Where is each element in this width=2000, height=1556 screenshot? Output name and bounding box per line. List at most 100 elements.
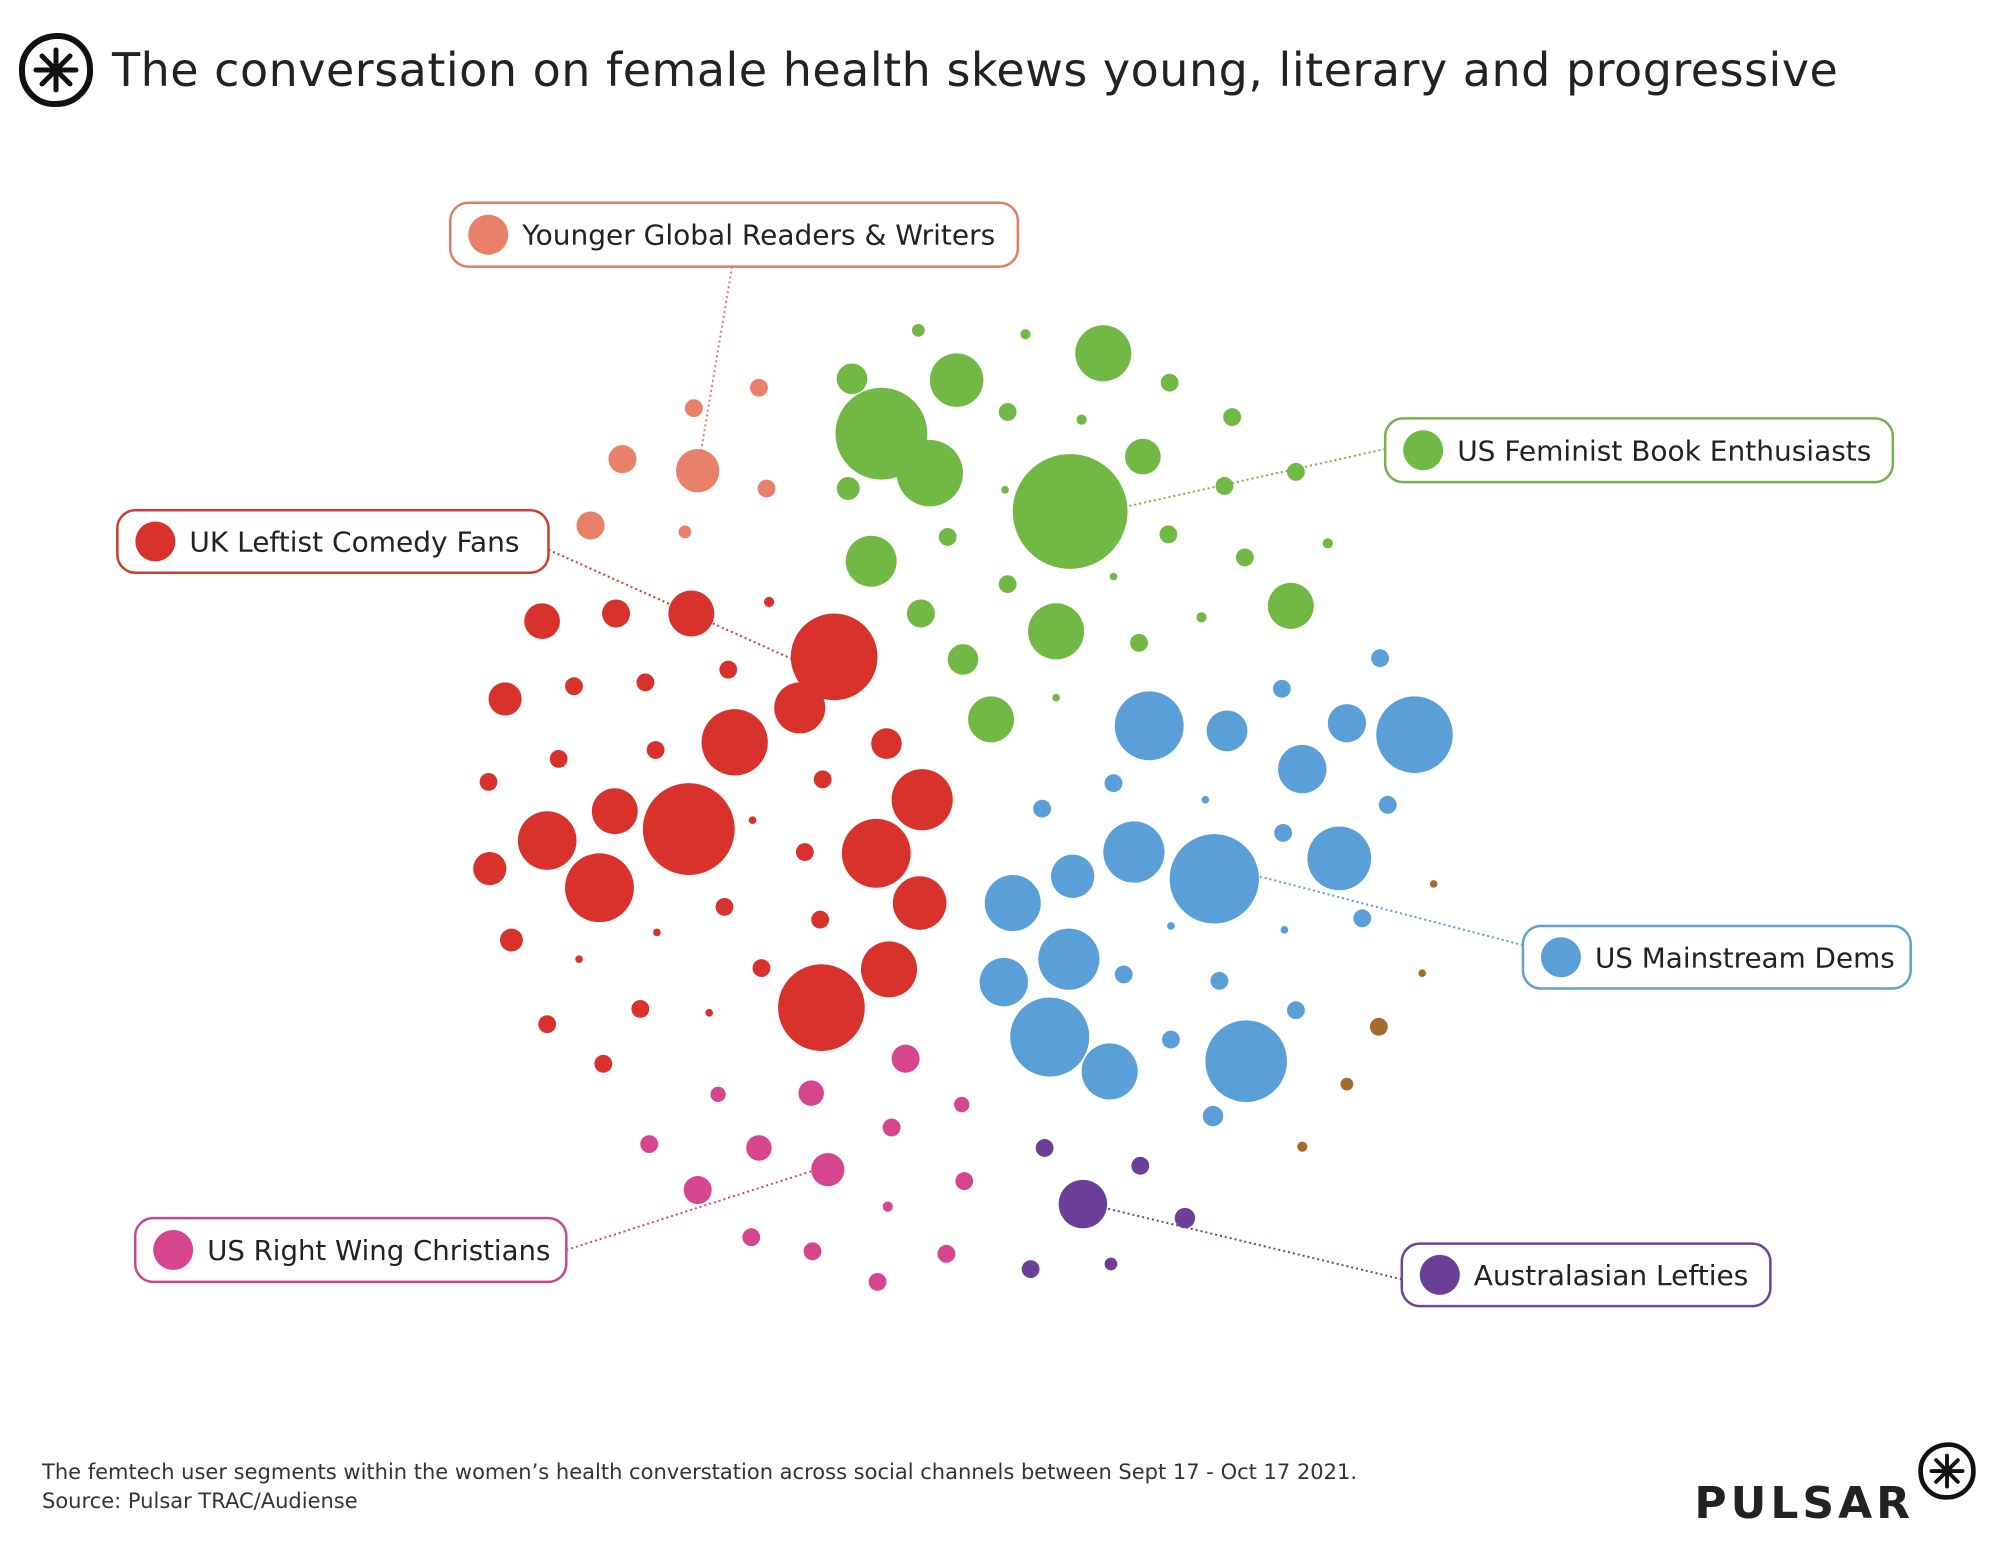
bubble-australasian-lefties-5	[1104, 1257, 1118, 1271]
bubble-us-mainstream-dems-0	[1371, 649, 1390, 668]
bubble-us-right-wing-christians-10	[882, 1201, 893, 1212]
brand: PULSAR	[1694, 1440, 1978, 1530]
bubble-uk-leftist-comedy-fans-10	[701, 709, 768, 776]
bubble-us-mainstream-dems-7	[1104, 774, 1123, 793]
bubble-us-right-wing-christians-14	[868, 1272, 887, 1291]
bubble-us-mainstream-dems-21	[979, 957, 1029, 1007]
bubble-uk-leftist-comedy-fans-32	[752, 959, 771, 978]
bubble-us-feminist-book-enthusiasts-17	[938, 528, 957, 546]
series-us-mainstream-dems	[979, 649, 1453, 1127]
bubble-us-feminist-book-enthusiasts-14	[1012, 454, 1128, 569]
bubble-us-feminist-book-enthusiasts-25	[1196, 612, 1207, 623]
bubble-us-mainstream-dems-1	[1272, 679, 1291, 698]
bubble-us-mainstream-dems-25	[1286, 1001, 1305, 1020]
series-uk-leftist-comedy-fans	[473, 590, 953, 1073]
footer-source: Source: Pulsar TRAC/Audiense	[42, 1489, 358, 1513]
callout-us-feminist-book-enthusiasts: US Feminist Book Enthusiasts	[1383, 417, 1895, 484]
bubble-uk-leftist-comedy-fans-30	[575, 955, 583, 964]
bubble-us-mainstream-dems-26	[1161, 1030, 1180, 1049]
bubble-us-mainstream-dems-11	[1274, 823, 1293, 842]
bubble-us-feminist-book-enthusiasts-29	[947, 644, 979, 675]
bubble-uk-leftist-comedy-fans-36	[538, 1015, 557, 1034]
bubble-us-feminist-book-enthusiasts-7	[1076, 414, 1087, 425]
bubble-uk-leftist-comedy-fans-25	[892, 876, 947, 930]
bubble-us-feminist-book-enthusiasts-8	[1223, 408, 1242, 427]
bubble-us-feminist-book-enthusiasts-12	[836, 477, 860, 500]
bubble-us-mainstream-dems-9	[1033, 799, 1052, 818]
bubble-us-right-wing-christians-6	[746, 1135, 772, 1161]
bubble-australasian-lefties-1	[1131, 1156, 1150, 1175]
bubble-us-mainstream-dems-8	[1201, 795, 1210, 804]
bubble-uk-leftist-comedy-fans-3	[764, 596, 775, 608]
bubble-younger-global-readers-and-writers-3	[676, 448, 720, 493]
bubble-us-mainstream-dems-6	[1278, 744, 1327, 794]
bubble-australasian-lefties-4	[1021, 1260, 1040, 1279]
bubble-us-feminist-book-enthusiasts-27	[1028, 603, 1085, 660]
bubble-uk-leftist-comedy-fans-1	[602, 599, 631, 628]
bubble-australasian-lefties-2	[1058, 1179, 1108, 1229]
callout-label-us-right-wing-christians: US Right Wing Christians	[207, 1234, 550, 1267]
callout-label-uk-leftist-comedy-fans: UK Leftist Comedy Fans	[189, 525, 519, 558]
bubble-us-feminist-book-enthusiasts-11	[1124, 438, 1161, 475]
bubble-us-mainstream-dems-16	[984, 874, 1041, 932]
legend-dot-us-right-wing-christians	[153, 1229, 194, 1270]
callout-label-younger-global-readers-and-writers: Younger Global Readers & Writers	[521, 219, 995, 252]
bubble-us-feminist-book-enthusiasts-18	[1159, 525, 1178, 544]
bubble-unlabeled-4	[1297, 1141, 1308, 1152]
bubble-uk-leftist-comedy-fans-0	[524, 603, 560, 640]
bubble-us-mainstream-dems-23	[1210, 971, 1229, 990]
bubble-uk-leftist-comedy-fans-37	[594, 1054, 613, 1073]
bubble-us-right-wing-christians-2	[710, 1086, 726, 1103]
bubble-uk-leftist-comedy-fans-28	[653, 928, 661, 937]
bubble-us-feminist-book-enthusiasts-24	[906, 599, 935, 628]
bubble-unlabeled-0	[1429, 880, 1438, 888]
bubble-australasian-lefties-0	[1035, 1139, 1054, 1157]
bubble-us-right-wing-christians-7	[811, 1153, 845, 1187]
pulsar-asterisk-icon	[19, 33, 93, 107]
bubble-us-right-wing-christians-9	[683, 1176, 712, 1205]
bubble-uk-leftist-comedy-fans-34	[631, 999, 650, 1018]
bubble-us-mainstream-dems-13	[1169, 834, 1259, 924]
bubble-us-mainstream-dems-4	[1327, 704, 1367, 743]
bubble-us-right-wing-christians-4	[882, 1118, 901, 1137]
bubble-uk-leftist-comedy-fans-11	[871, 728, 902, 759]
bubble-us-mainstream-dems-14	[1307, 826, 1372, 891]
bubble-us-feminist-book-enthusiasts-1	[1020, 329, 1031, 340]
bubble-us-feminist-book-enthusiasts-31	[968, 696, 1015, 743]
callout-uk-leftist-comedy-fans: UK Leftist Comedy Fans	[116, 508, 550, 574]
bubble-younger-global-readers-and-writers-4	[757, 479, 776, 498]
leader-line-australasian-lefties	[1104, 1206, 1403, 1281]
callout-us-mainstream-dems: US Mainstream Dems	[1521, 924, 1912, 990]
callout-box-younger-global-readers-and-writers	[449, 201, 1020, 268]
series-unlabeled	[1297, 880, 1438, 1152]
bubble-uk-leftist-comedy-fans-2	[668, 590, 715, 637]
bubble-us-mainstream-dems-27	[1081, 1043, 1138, 1100]
bubble-us-mainstream-dems-5	[1376, 696, 1453, 773]
bubble-us-mainstream-dems-17	[1167, 922, 1175, 930]
callout-label-us-feminist-book-enthusiasts: US Feminist Book Enthusiasts	[1457, 434, 1871, 467]
series-us-right-wing-christians	[640, 1044, 974, 1291]
bubble-uk-leftist-comedy-fans-16	[891, 769, 953, 831]
callout-box-uk-leftist-comedy-fans	[116, 508, 550, 574]
bubble-uk-leftist-comedy-fans-5	[719, 660, 738, 679]
bubble-us-mainstream-dems-28	[1205, 1020, 1287, 1103]
bubble-us-feminist-book-enthusiasts-19	[845, 535, 897, 587]
bubble-uk-leftist-comedy-fans-6	[565, 677, 583, 696]
bubble-us-mainstream-dems-20	[1038, 928, 1100, 990]
callout-box-australasian-lefties	[1400, 1242, 1772, 1308]
callout-label-us-mainstream-dems: US Mainstream Dems	[1595, 941, 1895, 974]
bubble-us-feminist-book-enthusiasts-13	[1001, 485, 1009, 494]
bubble-us-right-wing-christians-11	[742, 1228, 761, 1247]
bubble-younger-global-readers-and-writers-0	[684, 399, 703, 418]
bubble-us-feminist-book-enthusiasts-10	[896, 440, 964, 507]
leader-line-us-feminist-book-enthusiasts	[1127, 447, 1386, 508]
callout-australasian-lefties: Australasian Lefties	[1400, 1242, 1772, 1308]
bubble-uk-leftist-comedy-fans-22	[795, 843, 814, 861]
bubble-us-feminist-book-enthusiasts-4	[929, 353, 984, 407]
bubble-uk-leftist-comedy-fans-15	[813, 770, 832, 789]
callout-box-us-feminist-book-enthusiasts	[1383, 417, 1895, 484]
bubble-us-right-wing-christians-3	[954, 1096, 970, 1113]
bubble-us-feminist-book-enthusiasts-30	[1052, 693, 1060, 702]
legend-dot-us-mainstream-dems	[1540, 937, 1581, 978]
